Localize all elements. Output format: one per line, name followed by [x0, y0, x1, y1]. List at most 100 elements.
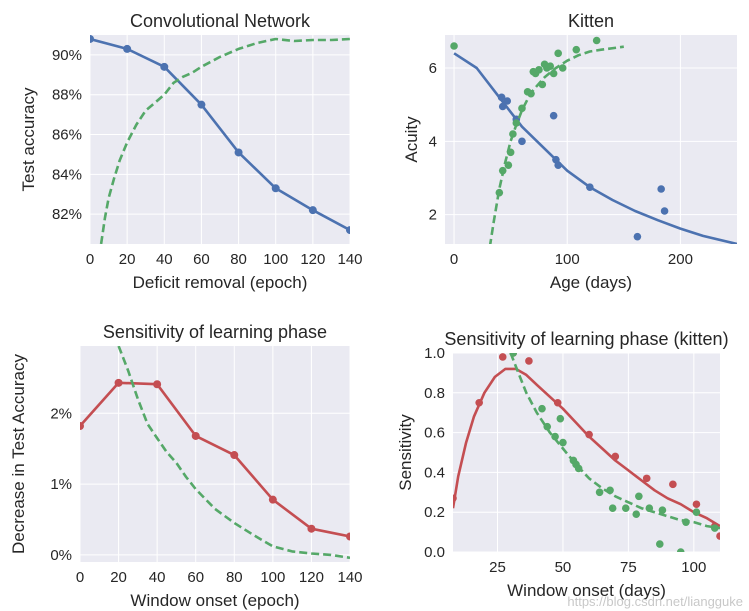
x-tick-label: 20: [119, 251, 136, 268]
chart-title: Convolutional Network: [130, 11, 311, 31]
chart-panel-1: 0 20 40 60 80 100 120 140 82% 84% 86% 88% 90% Convolu…: [19, 11, 363, 292]
x-tick-label: 140: [337, 569, 362, 586]
y-tick-label: 1.0: [424, 345, 445, 362]
plot-area: [445, 35, 737, 244]
series-line-4: [509, 353, 720, 530]
series-line-2: [453, 52, 737, 244]
data-point: [518, 137, 526, 146]
x-tick-label: 75: [620, 559, 637, 576]
x-tick-label: 0: [86, 251, 94, 268]
data-point: [595, 488, 604, 497]
data-point: [558, 64, 567, 72]
y-tick-label: 4: [429, 133, 437, 150]
data-point: [268, 495, 277, 504]
x-tick-label: 80: [230, 251, 247, 268]
y-tick-label: 0.2: [424, 504, 445, 521]
data-point: [559, 438, 567, 447]
data-point: [554, 49, 562, 58]
data-point: [504, 161, 513, 169]
y-axis-label: Test accuracy: [19, 87, 38, 191]
y-tick-label: 84%: [52, 166, 82, 183]
data-point: [90, 35, 94, 43]
data-point: [346, 226, 350, 235]
data-point: [230, 451, 239, 460]
data-layer: [450, 36, 737, 244]
data-layer: [80, 346, 350, 560]
data-point: [549, 69, 558, 78]
x-axis-label: Age (days): [550, 273, 632, 292]
data-point: [556, 414, 565, 423]
data-point: [660, 207, 669, 215]
data-point: [234, 148, 243, 157]
chart-title: Kitten: [568, 11, 614, 31]
x-tick-label: 60: [193, 251, 210, 268]
y-tick-label: 1%: [50, 476, 72, 493]
data-point: [525, 357, 533, 365]
data-point: [538, 404, 546, 413]
data-point: [592, 36, 601, 45]
y-tick-label: 2: [429, 207, 437, 224]
data-point: [160, 62, 169, 71]
data-point: [692, 500, 701, 509]
data-point: [498, 353, 507, 361]
data-point: [191, 431, 200, 440]
data-layer: [453, 353, 720, 552]
x-tick-label: 0: [450, 251, 458, 268]
data-point: [153, 380, 162, 389]
x-tick-label: 50: [555, 559, 572, 576]
x-axis-label: Window onset (days): [507, 581, 666, 600]
data-point: [716, 532, 720, 540]
series-line-2: [99, 37, 350, 244]
data-point: [633, 232, 642, 241]
watermark: https://blog.csdn.net/liangguke: [567, 594, 743, 609]
plot-area: [453, 353, 720, 552]
data-point: [549, 111, 558, 120]
data-point: [546, 62, 555, 70]
data-point: [676, 548, 685, 552]
y-tick-label: 0.6: [424, 425, 445, 442]
y-tick-label: 86%: [52, 127, 82, 144]
data-point: [572, 45, 581, 54]
x-tick-label: 100: [681, 559, 706, 576]
data-point: [346, 532, 350, 541]
data-point: [551, 432, 559, 441]
data-point: [658, 506, 667, 515]
chart-panel-3: 0 20 40 60 80 100 120 140 0% 1% 2% Sensitivity of l…: [9, 322, 363, 610]
series-line-1: [90, 37, 350, 232]
series-line-2: [117, 346, 350, 560]
x-tick-label: 60: [187, 569, 204, 586]
data-point: [635, 492, 643, 501]
x-tick-label: 100: [260, 569, 285, 586]
y-tick-label: 88%: [52, 87, 82, 104]
x-tick-label: 120: [299, 569, 324, 586]
data-point: [197, 100, 206, 109]
data-point: [657, 185, 665, 193]
x-tick-label: 100: [555, 251, 580, 268]
chart-title: Sensitivity of learning phase: [103, 322, 327, 342]
x-tick-label: 120: [300, 251, 325, 268]
data-layer: [90, 35, 350, 244]
data-point: [450, 42, 458, 50]
x-tick-label: 0: [76, 569, 84, 586]
y-axis-label: Sensitivity: [396, 414, 415, 491]
x-tick-label: 140: [337, 251, 362, 268]
y-axis-label: Decrease in Test Accuracy: [9, 354, 28, 554]
y-tick-label: 2%: [50, 405, 72, 422]
data-point: [503, 97, 512, 105]
data-point: [535, 66, 543, 74]
series-line-2: [453, 367, 720, 528]
y-tick-label: 0.0: [424, 544, 445, 561]
x-axis-label: Window onset (epoch): [130, 591, 299, 610]
data-point: [621, 504, 630, 513]
data-point: [271, 184, 280, 193]
y-tick-label: 0.8: [424, 385, 445, 402]
data-point: [123, 44, 132, 53]
chart-title: Sensitivity of learning phase (kitten): [444, 329, 728, 349]
series-line-4: [488, 45, 624, 244]
series-line-1: [80, 381, 350, 538]
data-point: [642, 474, 651, 483]
data-point: [655, 540, 664, 548]
x-tick-label: 100: [263, 251, 288, 268]
